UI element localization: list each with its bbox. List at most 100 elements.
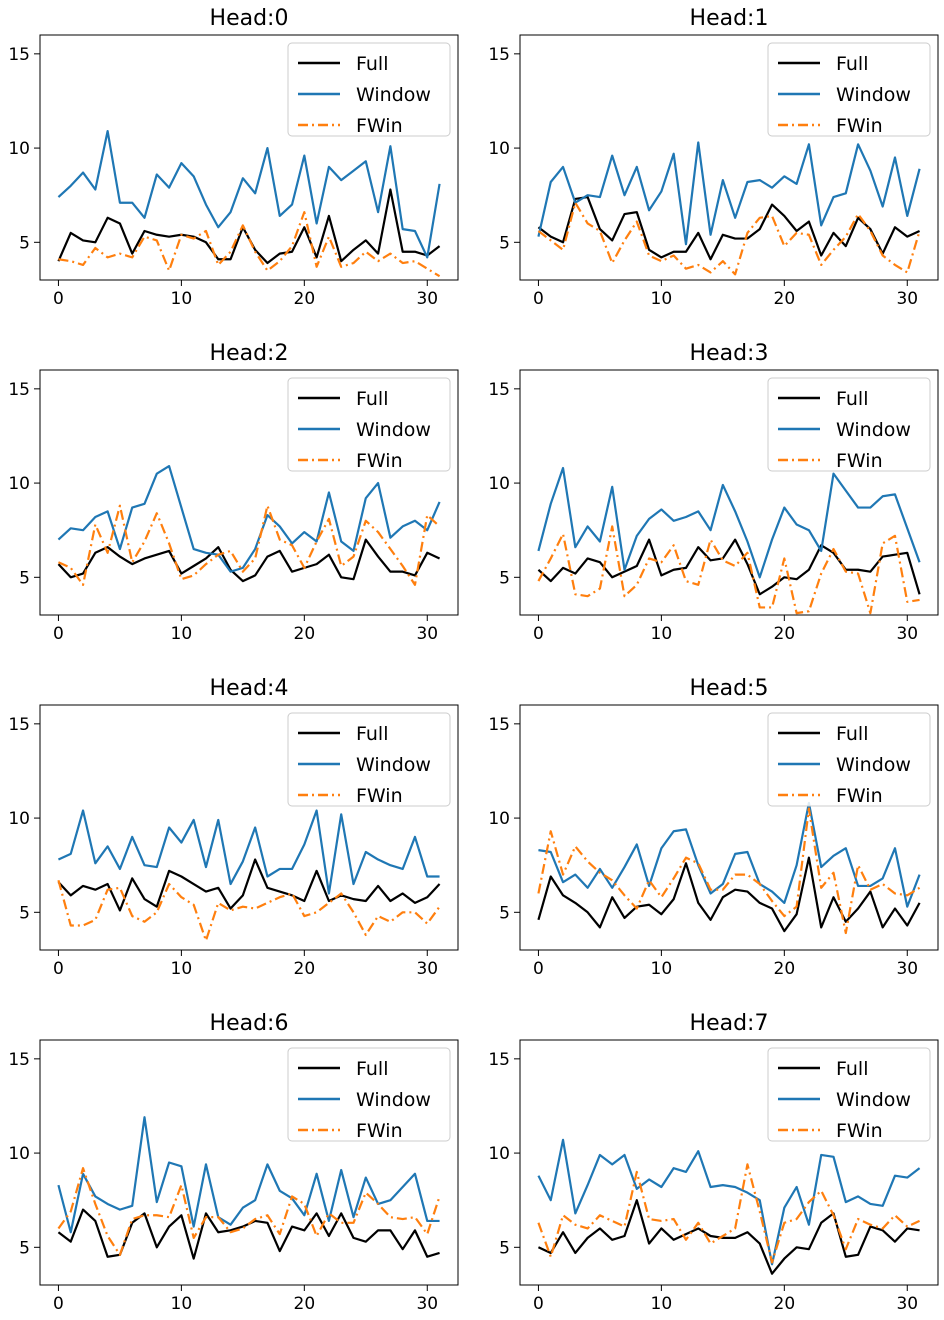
chart-title: Head:0 <box>210 6 289 31</box>
chart-title: Head:6 <box>210 1011 289 1036</box>
legend-label-window: Window <box>356 1089 431 1111</box>
x-tick-label: 20 <box>294 289 316 309</box>
series-line-window <box>57 1116 440 1234</box>
legend-label-window: Window <box>356 754 431 776</box>
series-line-full <box>57 538 441 583</box>
legend-label-window: Window <box>836 1089 911 1111</box>
y-tick-label: 15 <box>8 1050 30 1070</box>
y-tick-label: 10 <box>8 139 30 159</box>
series-line-fwin <box>537 201 921 276</box>
series-line-window <box>537 141 921 246</box>
x-tick-label: 0 <box>53 959 64 979</box>
series-line-full <box>537 1199 920 1275</box>
x-tick-label: 10 <box>651 959 673 979</box>
x-tick-label: 0 <box>533 289 544 309</box>
legend-label-window: Window <box>356 84 431 106</box>
x-tick-label: 0 <box>53 624 64 644</box>
y-tick-label: 5 <box>499 903 510 923</box>
y-tick-label: 15 <box>488 715 510 735</box>
chart-title: Head:4 <box>210 676 289 701</box>
chart-title: Head:5 <box>690 676 769 701</box>
legend-label-fwin: FWin <box>356 785 403 807</box>
series-line-fwin <box>57 879 441 942</box>
legend-label-fwin: FWin <box>836 450 883 472</box>
x-tick-label: 0 <box>533 624 544 644</box>
chart-panel-1: Head:1 5 10 15 0 10 20 30 Full Window FWin <box>488 6 939 309</box>
x-tick-label: 30 <box>896 624 918 644</box>
chart-panel-4: Head:4 5 10 15 0 10 20 30 Full Window FWin <box>8 676 459 979</box>
legend-label-full: Full <box>356 53 389 75</box>
chart-panel-3: Head:3 5 10 15 0 10 20 30 Full Window FWin <box>488 341 939 644</box>
y-tick-label: 5 <box>19 903 30 923</box>
chart-panel-6: Head:6 5 10 15 0 10 20 30 Full Window FWin <box>8 1011 459 1314</box>
x-tick-label: 0 <box>53 1294 64 1314</box>
legend-label-full: Full <box>836 53 869 75</box>
plot-frame <box>519 704 939 951</box>
y-tick-label: 5 <box>499 1238 510 1258</box>
x-tick-label: 20 <box>774 289 796 309</box>
series-line-window <box>538 801 921 908</box>
legend <box>767 712 931 807</box>
y-tick-label: 10 <box>488 1144 510 1164</box>
plot-frame <box>39 369 459 616</box>
x-tick-label: 10 <box>651 289 673 309</box>
series-line-window <box>57 809 440 895</box>
legend-label-fwin: FWin <box>356 450 403 472</box>
series-line-window <box>57 465 441 573</box>
y-tick-label: 15 <box>488 45 510 65</box>
chart-panel-7: Head:7 5 10 15 0 10 20 30 Full Window FWin <box>488 1011 939 1314</box>
legend <box>767 42 931 137</box>
y-tick-label: 10 <box>8 474 30 494</box>
x-tick-label: 30 <box>896 959 918 979</box>
x-tick-label: 20 <box>774 1294 796 1314</box>
legend-label-full: Full <box>356 723 389 745</box>
legend-label-full: Full <box>356 1058 389 1080</box>
series-line-fwin <box>57 504 441 586</box>
y-tick-label: 10 <box>488 809 510 829</box>
x-tick-label: 20 <box>774 959 796 979</box>
x-tick-label: 30 <box>896 1294 918 1314</box>
x-tick-label: 30 <box>416 959 438 979</box>
legend <box>287 1047 451 1142</box>
x-tick-label: 20 <box>774 624 796 644</box>
plot-frame <box>519 1039 939 1286</box>
series-line-fwin <box>537 525 920 615</box>
legend-label-window: Window <box>836 419 911 441</box>
y-tick-label: 5 <box>19 1238 30 1258</box>
x-tick-label: 0 <box>53 289 64 309</box>
legend-label-window: Window <box>836 84 911 106</box>
chart-title: Head:3 <box>690 341 769 366</box>
legend-label-fwin: FWin <box>836 1120 883 1142</box>
y-tick-label: 5 <box>19 233 30 253</box>
x-tick-label: 30 <box>416 289 438 309</box>
plot-frame <box>519 369 939 616</box>
series-line-full <box>57 188 441 265</box>
series-line-full <box>537 538 921 596</box>
legend <box>287 712 451 807</box>
series-line-fwin <box>57 1167 441 1256</box>
plot-frame <box>39 1039 459 1286</box>
y-tick-label: 10 <box>8 1144 30 1164</box>
chart-title: Head:7 <box>690 1011 769 1036</box>
series-line-fwin <box>537 807 921 935</box>
chart-title: Head:1 <box>690 6 769 31</box>
plot-frame <box>39 34 459 281</box>
x-tick-label: 30 <box>416 624 438 644</box>
chart-title: Head:2 <box>210 341 289 366</box>
series-line-fwin <box>537 1163 921 1264</box>
x-tick-label: 20 <box>294 959 316 979</box>
x-tick-label: 10 <box>171 289 193 309</box>
plot-frame <box>39 704 459 951</box>
legend-label-fwin: FWin <box>836 785 883 807</box>
series-line-full <box>537 195 921 261</box>
chart-panel-5: Head:5 5 10 15 0 10 20 30 Full Window FWin <box>488 676 939 979</box>
legend <box>287 42 451 137</box>
y-tick-label: 15 <box>8 45 30 65</box>
x-tick-label: 20 <box>294 624 316 644</box>
x-tick-label: 10 <box>171 1294 193 1314</box>
x-tick-label: 20 <box>294 1294 316 1314</box>
chart-panel-0: Head:0 5 10 15 0 10 20 30 Full Window FWin <box>8 6 459 309</box>
y-tick-label: 5 <box>499 233 510 253</box>
x-tick-label: 0 <box>533 1294 544 1314</box>
x-tick-label: 10 <box>651 1294 673 1314</box>
